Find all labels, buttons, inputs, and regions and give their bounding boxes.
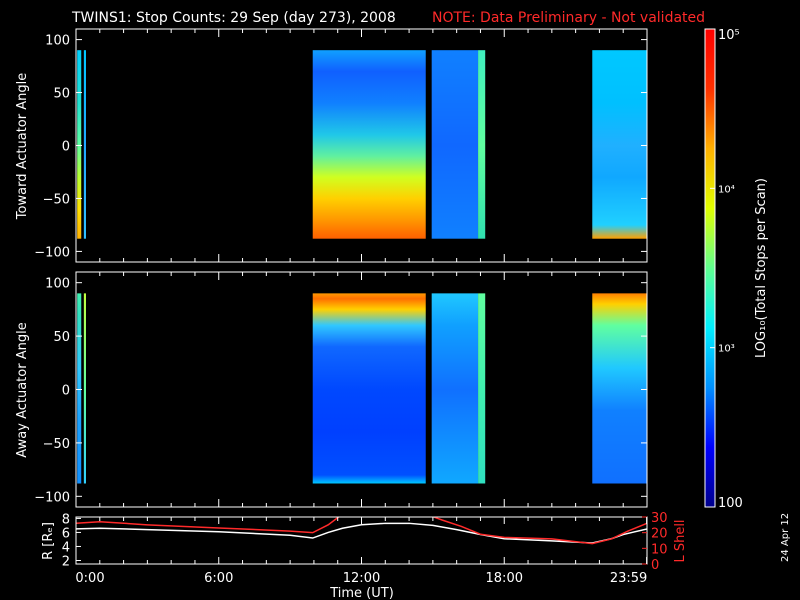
y-tick-label: −100: [34, 490, 70, 505]
away-data-block: [478, 293, 486, 484]
lshell-tick-label: 30: [651, 511, 668, 526]
away-data-block: [592, 293, 647, 484]
r-tick-label: 4: [62, 540, 70, 555]
colorbar-gradient: [705, 29, 715, 507]
y-tick-label: 50: [53, 87, 70, 102]
y-tick-label: −100: [34, 245, 70, 260]
preliminary-note: NOTE: Data Preliminary - Not validated: [432, 10, 705, 26]
colorbar-tick-label: 10³: [718, 344, 735, 355]
time-tick-label: 18:00: [486, 571, 523, 586]
toward-data-block: [592, 50, 647, 239]
lshell-axis-label: L Shell: [673, 519, 688, 562]
toward-data-block: [77, 50, 82, 239]
away-data-block: [83, 293, 86, 484]
y-tick-label: 0: [62, 140, 70, 155]
colorbar-tick-label: 10⁴: [718, 184, 735, 195]
away-data-block: [77, 293, 82, 484]
toward-data-block: [312, 50, 426, 239]
y-tick-label: 100: [45, 277, 70, 292]
toward-heatmap-panel: −100 −50 0 50 100: [34, 28, 648, 263]
toward-data-block: [83, 50, 86, 239]
time-tick-label: 0:00: [75, 571, 104, 586]
figure-title: TWINS1: Stop Counts: 29 Sep (day 273), 2…: [71, 10, 396, 26]
r-axis-label: R [Rₑ]: [41, 522, 56, 560]
y-tick-label: 50: [53, 330, 70, 345]
r-tick-label: 2: [62, 554, 70, 569]
r-tick-label: 8: [62, 512, 70, 527]
away-heatmap-panel: −100 −50 0 50 100: [34, 271, 648, 508]
lshell-series-line: [76, 517, 647, 545]
y-tick-label: 100: [45, 34, 70, 49]
toward-ylabel: Toward Actuator Angle: [15, 73, 30, 220]
lshell-tick-label: 0: [651, 558, 659, 573]
y-tick-label: −50: [43, 192, 70, 207]
time-tick-label: 6:00: [204, 571, 233, 586]
away-data-block: [312, 293, 426, 484]
r-tick-label: 6: [62, 526, 70, 541]
colorbar-tick-label: 10⁵: [718, 28, 740, 43]
colorbar-label: LOG₁₀(Total Stops per Scan): [754, 178, 769, 358]
colorbar-tick-label: 100: [718, 496, 743, 511]
lshell-tick-label: 10: [651, 542, 668, 557]
away-data-block: [431, 293, 479, 484]
y-tick-label: 0: [62, 384, 70, 399]
colorbar: 10⁵ 10⁴ 10³ 100: [704, 28, 743, 511]
toward-data-block: [431, 50, 479, 239]
time-tick-label: 23:59: [610, 571, 647, 586]
y-tick-label: −50: [43, 437, 70, 452]
away-ylabel: Away Actuator Angle: [15, 322, 30, 457]
side-date: 24 Apr 12: [780, 513, 791, 562]
lshell-tick-label: 20: [651, 527, 668, 542]
toward-data-block: [478, 50, 486, 239]
time-axis-label: Time (UT): [329, 586, 394, 600]
time-tick-label: 12:00: [343, 571, 380, 586]
